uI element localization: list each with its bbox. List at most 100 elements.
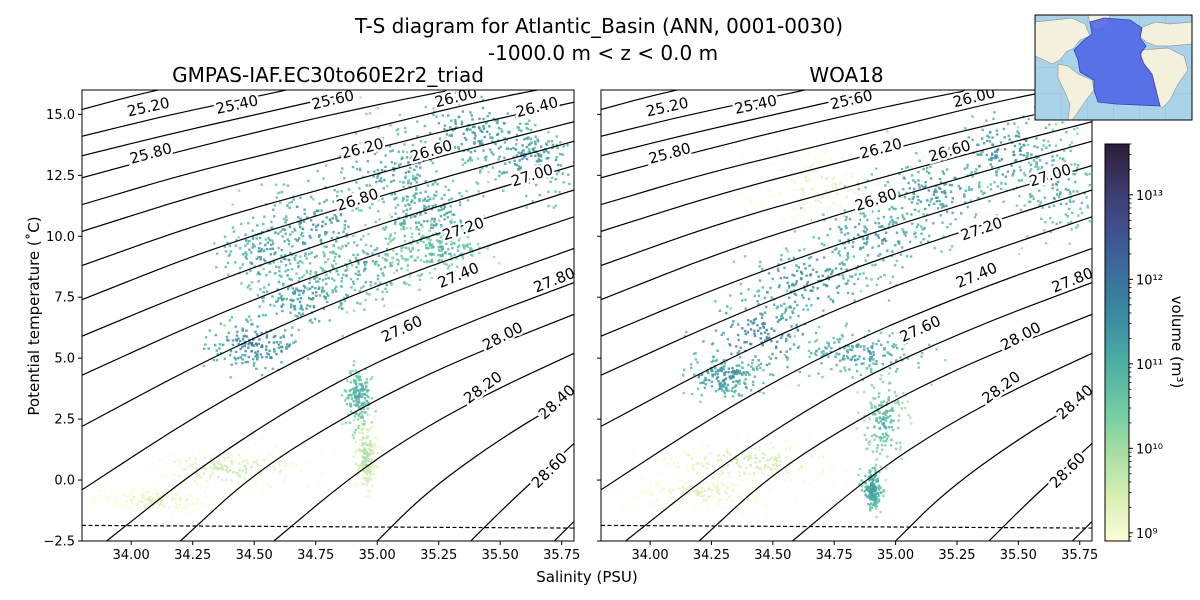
heatmap-cell <box>750 199 753 202</box>
heatmap-cell <box>312 296 315 300</box>
heatmap-cell <box>1052 196 1056 200</box>
heatmap-cell <box>458 236 461 240</box>
heatmap-cell <box>351 369 354 373</box>
heatmap-cell <box>280 275 283 278</box>
heatmap-cell <box>217 462 220 465</box>
heatmap-cell <box>1029 174 1032 177</box>
heatmap-cell <box>286 184 290 187</box>
heatmap-cell <box>822 349 825 353</box>
heatmap-cell <box>831 177 834 180</box>
heatmap-cell <box>341 245 344 248</box>
heatmap-cell <box>843 347 846 350</box>
heatmap-cell <box>981 128 984 132</box>
heatmap-cell <box>890 444 893 447</box>
heatmap-cell <box>889 409 893 412</box>
heatmap-cell <box>367 465 371 468</box>
heatmap-cell <box>436 183 439 186</box>
heatmap-cell <box>829 227 832 231</box>
heatmap-cell <box>725 498 729 501</box>
heatmap-cell <box>872 485 875 488</box>
heatmap-cell <box>861 378 865 381</box>
heatmap-cell <box>806 280 810 284</box>
heatmap-cell <box>1056 180 1060 183</box>
heatmap-cell <box>799 161 802 164</box>
heatmap-cell <box>631 448 634 452</box>
heatmap-cell <box>202 466 205 470</box>
heatmap-cell <box>838 250 841 253</box>
heatmap-cell <box>350 410 353 413</box>
heatmap-cell <box>727 486 730 489</box>
heatmap-cell <box>309 272 312 276</box>
heatmap-cell <box>183 468 186 471</box>
heatmap-cell <box>359 302 362 305</box>
heatmap-cell <box>377 198 380 202</box>
heatmap-cell <box>752 494 755 498</box>
heatmap-cell <box>466 243 469 246</box>
heatmap-cell <box>875 478 878 481</box>
heatmap-cell <box>939 214 942 217</box>
heatmap-cell <box>289 306 293 309</box>
heatmap-cell <box>926 240 930 243</box>
heatmap-cell <box>757 359 760 362</box>
heatmap-cell <box>454 120 457 124</box>
heatmap-cell <box>349 404 352 407</box>
heatmap-cell <box>809 165 813 168</box>
heatmap-cell <box>301 227 305 231</box>
heatmap-cell <box>759 312 762 315</box>
heatmap-cell <box>712 472 715 475</box>
heatmap-cell <box>228 253 232 256</box>
heatmap-cell <box>844 282 848 285</box>
heatmap-cell <box>450 119 453 122</box>
heatmap-cell <box>234 471 238 475</box>
panel-title: WOA18 <box>809 63 883 87</box>
heatmap-cell <box>764 504 768 508</box>
density-contours: 25.2025.4025.6025.8026.0026.2026.4026.60… <box>601 90 1092 541</box>
heatmap-cell <box>356 416 359 420</box>
heatmap-cell <box>416 173 419 176</box>
heatmap-cell <box>547 131 550 134</box>
heatmap-cell <box>915 225 919 228</box>
heatmap-cell <box>892 409 895 412</box>
heatmap-cell <box>333 287 337 290</box>
heatmap-cell <box>547 174 550 177</box>
heatmap-cell <box>419 213 422 216</box>
heatmap-cell <box>394 162 397 165</box>
heatmap-cell <box>299 297 303 300</box>
heatmap-cell <box>463 136 467 140</box>
heatmap-cell <box>386 184 389 188</box>
heatmap-cell <box>388 213 391 216</box>
heatmap-cell <box>905 191 908 195</box>
heatmap-cell <box>367 396 370 399</box>
heatmap-cell <box>318 320 321 323</box>
heatmap-cell <box>872 358 875 361</box>
heatmap-cell <box>403 282 406 285</box>
heatmap-cell <box>821 375 824 379</box>
heatmap-cell <box>756 329 760 332</box>
heatmap-cell <box>254 351 257 354</box>
heatmap-cell <box>781 316 785 320</box>
heatmap-cell <box>677 499 680 502</box>
heatmap-cell <box>800 206 803 210</box>
heatmap-cell <box>884 439 888 443</box>
heatmap-cell <box>793 274 796 277</box>
heatmap-cell <box>358 375 362 378</box>
heatmap-cell <box>245 239 248 242</box>
heatmap-cell <box>713 373 716 376</box>
heatmap-cell <box>350 397 354 400</box>
heatmap-cell <box>352 436 356 440</box>
heatmap-cell <box>862 237 865 241</box>
heatmap-cell <box>874 495 877 498</box>
heatmap-cell <box>363 308 366 311</box>
heatmap-cell <box>702 340 705 343</box>
heatmap-cell <box>989 188 993 191</box>
heatmap-cell <box>1024 139 1028 142</box>
heatmap-cell <box>895 283 898 287</box>
heatmap-cell <box>1013 122 1016 125</box>
heatmap-cell <box>744 385 748 389</box>
heatmap-cell <box>714 300 717 303</box>
heatmap-cell <box>769 162 772 166</box>
heatmap-cell <box>256 224 259 227</box>
heatmap-cell <box>423 207 426 211</box>
heatmap-cell <box>327 294 330 297</box>
heatmap-cell <box>806 308 810 311</box>
